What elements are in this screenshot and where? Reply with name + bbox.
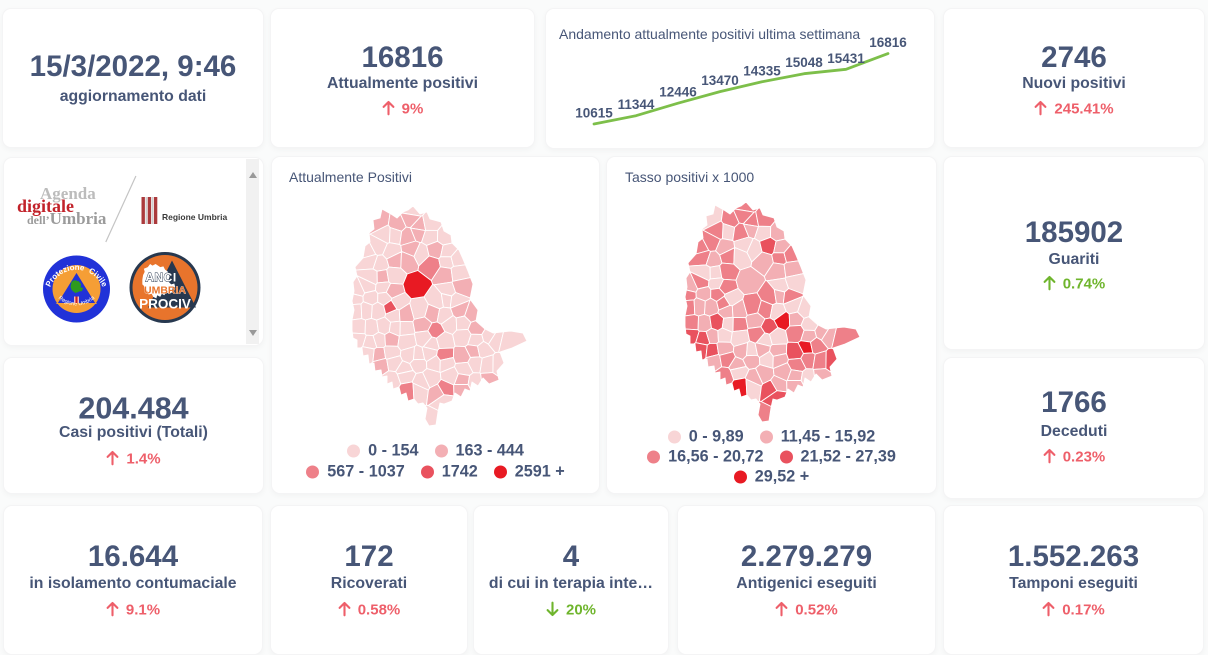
svg-text:10615: 10615 (575, 106, 613, 121)
svg-text:15048: 15048 (785, 55, 823, 70)
svg-text:12446: 12446 (659, 85, 697, 100)
svg-text:PROCIV: PROCIV (139, 297, 191, 312)
svg-text:16816: 16816 (869, 35, 907, 50)
svg-text:UMBRIA: UMBRIA (144, 285, 186, 297)
svg-text:14335: 14335 (743, 63, 781, 78)
svg-text:15431: 15431 (827, 51, 865, 66)
svg-text:13470: 13470 (701, 73, 739, 88)
svg-text:11344: 11344 (618, 97, 655, 112)
svg-text:Regione Umbria: Regione Umbria (162, 212, 227, 222)
svg-text:ANCI: ANCI (145, 271, 176, 285)
